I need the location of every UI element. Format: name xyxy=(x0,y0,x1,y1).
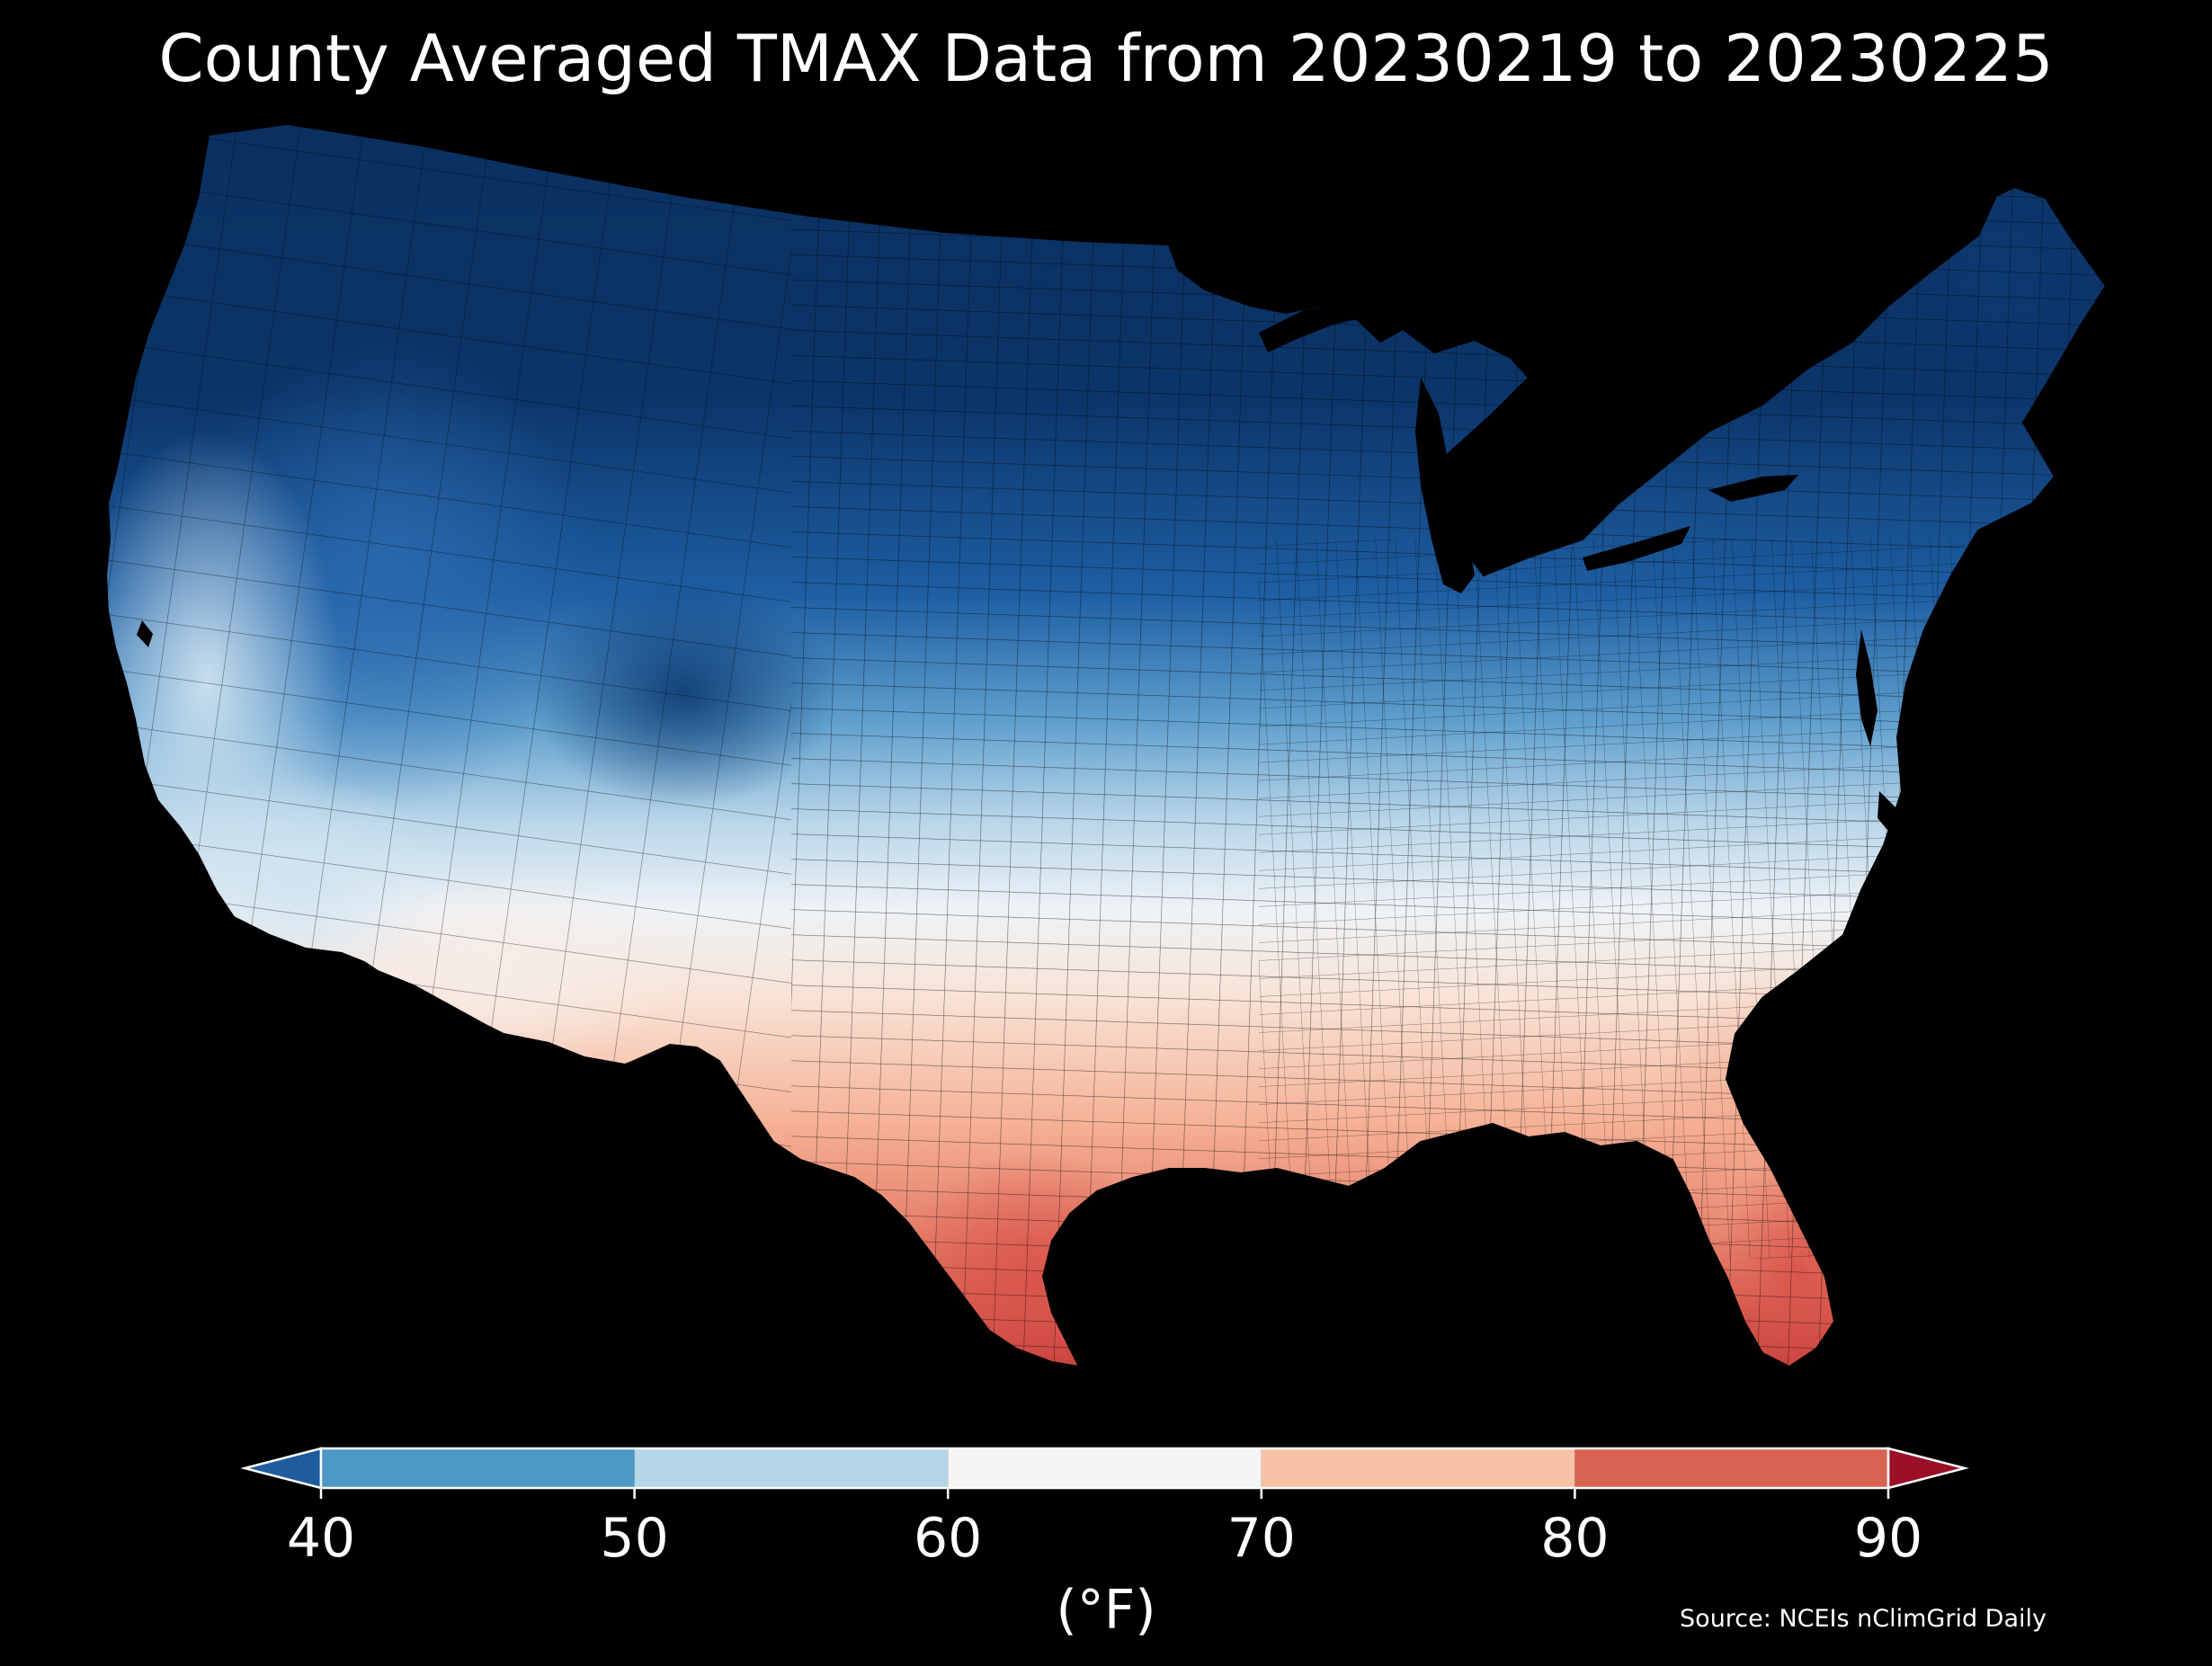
pamlico-sound xyxy=(1878,791,1897,836)
lake-huron xyxy=(1520,378,1592,521)
county-border-layer xyxy=(106,124,2106,1367)
source-note: Source: NCEIs nClimGrid Daily xyxy=(1680,1605,2047,1633)
lake-ontario xyxy=(1708,475,1798,502)
san-francisco-bay xyxy=(137,620,153,647)
lake-superior xyxy=(1259,297,1376,352)
lake-erie xyxy=(1583,526,1690,571)
map-title: County Averaged TMAX Data from 20230219 … xyxy=(158,21,2054,96)
colorbar-tick-label: 90 xyxy=(1853,1507,1923,1570)
colorbar-tick-label: 60 xyxy=(914,1507,983,1570)
colorbar-tick-label: 70 xyxy=(1226,1507,1296,1570)
great-lakes xyxy=(1259,297,1798,593)
colorbar-tick-label: 80 xyxy=(1540,1507,1610,1570)
colorbar-tick-label: 50 xyxy=(600,1507,669,1570)
us-outline xyxy=(104,122,2108,1368)
lake-michigan xyxy=(1415,378,1475,593)
chesapeake-bay xyxy=(1856,629,1878,746)
colorbar-tick-label: 40 xyxy=(286,1507,356,1570)
colorbar-units-label: (°F) xyxy=(1056,1579,1156,1642)
bays-and-sounds xyxy=(137,620,1897,836)
